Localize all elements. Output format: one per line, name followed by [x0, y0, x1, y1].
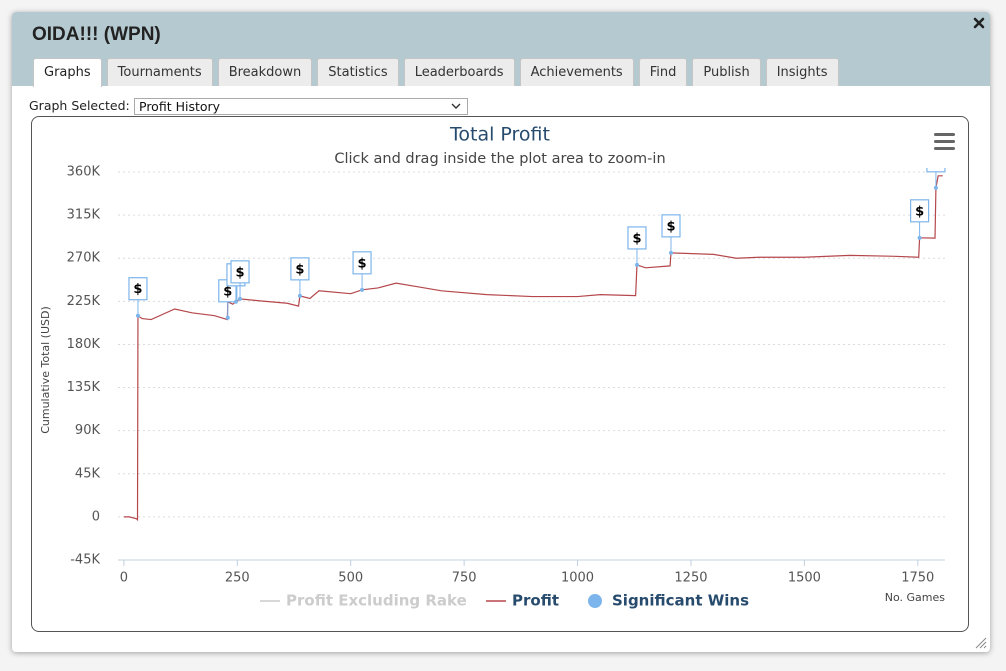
- flag-box: [128, 277, 148, 301]
- chart-title: Total Profit: [449, 124, 550, 146]
- win-flag: $: [230, 260, 250, 301]
- window: OIDA!!! (WPN) Graphs Tournaments Breakdown…: [12, 12, 990, 652]
- win-point: [238, 296, 243, 301]
- legend-dot: [588, 594, 602, 608]
- legend-label: Significant Wins: [612, 592, 749, 610]
- chart-menu[interactable]: [934, 133, 955, 150]
- menu-bar: [934, 140, 955, 143]
- flag-label: $: [632, 231, 641, 246]
- x-tick-label: 1000: [561, 571, 594, 586]
- tab[interactable]: Breakdown: [217, 58, 313, 86]
- win-point: [225, 315, 230, 320]
- win-point: [360, 287, 365, 292]
- x-tick-label: 1500: [788, 571, 821, 586]
- tab[interactable]: Statistics: [317, 58, 399, 86]
- win-flag: $: [926, 154, 946, 190]
- x-axis-title: No. Games: [885, 591, 946, 604]
- flag-box: [230, 260, 250, 284]
- tab[interactable]: Achievements: [519, 58, 634, 86]
- menu-bar: [934, 147, 955, 150]
- x-tick-label: 250: [225, 571, 250, 586]
- flag-label: $: [236, 265, 245, 280]
- tab[interactable]: Insights: [765, 58, 839, 86]
- y-tick-label: 315K: [67, 208, 101, 223]
- flag-label: $: [223, 284, 232, 299]
- win-flag: $: [661, 214, 681, 255]
- chart-subtitle: Click and drag inside the plot area to z…: [334, 151, 665, 167]
- legend-item[interactable]: Profit: [486, 592, 559, 610]
- select-label: Graph Selected:: [29, 98, 130, 113]
- win-point: [933, 185, 938, 190]
- x-tick-label: 1250: [674, 571, 707, 586]
- resize-grip[interactable]: [974, 636, 988, 650]
- y-tick-label: 360K: [67, 165, 101, 180]
- y-tick-label: 270K: [67, 251, 101, 266]
- tab[interactable]: Publish: [692, 58, 761, 86]
- flag-label: $: [666, 219, 675, 234]
- flag-box: [926, 168, 946, 173]
- tab[interactable]: Graphs: [33, 58, 102, 87]
- win-point: [668, 250, 673, 255]
- win-point: [135, 313, 140, 318]
- window-header: OIDA!!! (WPN) Graphs Tournaments Breakdown…: [12, 12, 990, 87]
- y-tick-label: 180K: [67, 337, 101, 352]
- window-title: OIDA!!! (WPN): [32, 24, 161, 45]
- win-point: [233, 299, 238, 304]
- legend-item[interactable]: Significant Wins: [588, 592, 749, 610]
- flag-label: $: [915, 204, 924, 219]
- tab-bar: Graphs Tournaments Breakdown Statistics Lead…: [33, 58, 839, 87]
- flag-box: [290, 257, 310, 281]
- flag-box: [661, 214, 681, 238]
- flag-box: [627, 226, 647, 250]
- win-flag: $: [909, 199, 930, 240]
- x-tick-label: 750: [452, 571, 477, 586]
- win-flag: $: [352, 251, 372, 292]
- win-flag: $: [128, 277, 148, 318]
- profit-line: [123, 175, 943, 522]
- flag-label: $: [295, 262, 304, 277]
- win-flag: $: [290, 257, 310, 298]
- x-tick-label: 500: [338, 571, 363, 586]
- y-tick-label: 0: [92, 509, 100, 524]
- tab[interactable]: Tournaments: [106, 58, 213, 86]
- y-tick-label: 45K: [75, 466, 101, 481]
- win-point: [917, 235, 922, 240]
- tab[interactable]: Leaderboards: [403, 58, 515, 86]
- x-tick-label: 0: [120, 571, 128, 586]
- flag-label: $: [358, 256, 367, 271]
- flag-box: [352, 251, 372, 275]
- flag-label: $: [133, 282, 142, 297]
- legend-item[interactable]: Profit Excluding Rake: [260, 592, 467, 610]
- close-button[interactable]: [972, 16, 986, 30]
- tab[interactable]: Find: [638, 58, 688, 86]
- legend-label: Profit: [512, 592, 559, 610]
- menu-bar: [934, 133, 955, 136]
- y-tick-label: 90K: [75, 423, 101, 438]
- y-tick-label: 225K: [67, 294, 101, 309]
- chart-container: Total Profit Click and drag inside the pl…: [31, 116, 969, 632]
- win-point: [297, 293, 302, 298]
- chart: Total Profit Click and drag inside the pl…: [39, 124, 955, 610]
- x-tick-label: 1750: [901, 571, 934, 586]
- flag-box: [909, 199, 930, 223]
- win-flag: $: [627, 226, 647, 267]
- y-axis-title: Cumulative Total (USD): [39, 306, 52, 434]
- y-tick-label: -45K: [70, 553, 100, 568]
- select-chevron: [451, 103, 461, 109]
- select-value: Profit History: [139, 99, 221, 114]
- legend-label: Profit Excluding Rake: [286, 592, 467, 610]
- y-tick-label: 135K: [67, 380, 101, 395]
- graph-select[interactable]: Profit History: [134, 98, 468, 115]
- win-point: [634, 262, 639, 267]
- flag-label: $: [931, 154, 940, 169]
